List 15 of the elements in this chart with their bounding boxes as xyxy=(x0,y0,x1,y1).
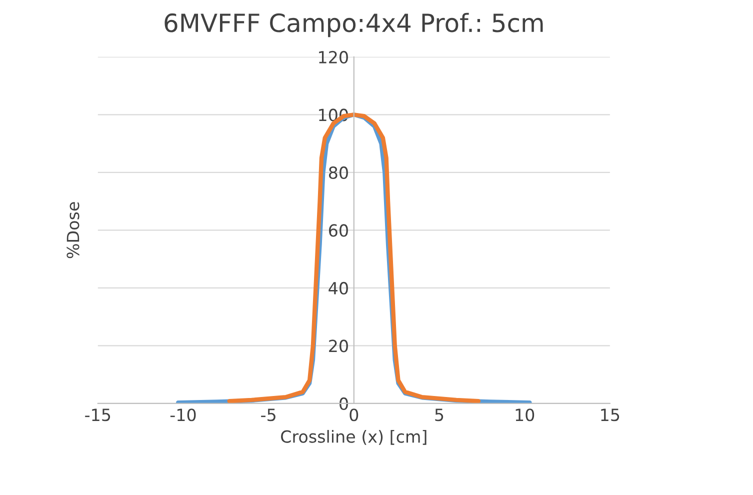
x-tick-label: -15 xyxy=(85,408,110,422)
x-tick-label: 5 xyxy=(435,408,444,422)
x-axis-title: Crossline (x) [cm] xyxy=(281,430,426,445)
y-tick-label: 40 xyxy=(328,282,348,294)
y-tick-label: 20 xyxy=(329,340,348,352)
x-tick-label: 15 xyxy=(601,408,620,422)
y-tick-label: 120 xyxy=(319,50,348,64)
x-tick-label: -10 xyxy=(170,408,196,422)
y-axis-title: %Dose xyxy=(66,202,80,258)
chart-title: 6MVFFF Campo:4x4 Prof.: 5cm xyxy=(164,12,543,38)
x-tick-label: -5 xyxy=(261,408,276,422)
x-tick-label: 10 xyxy=(516,408,534,422)
x-tick-label: 0 xyxy=(350,408,358,422)
y-tick-label: 80 xyxy=(328,166,348,179)
y-tick-label: 60 xyxy=(329,224,348,237)
